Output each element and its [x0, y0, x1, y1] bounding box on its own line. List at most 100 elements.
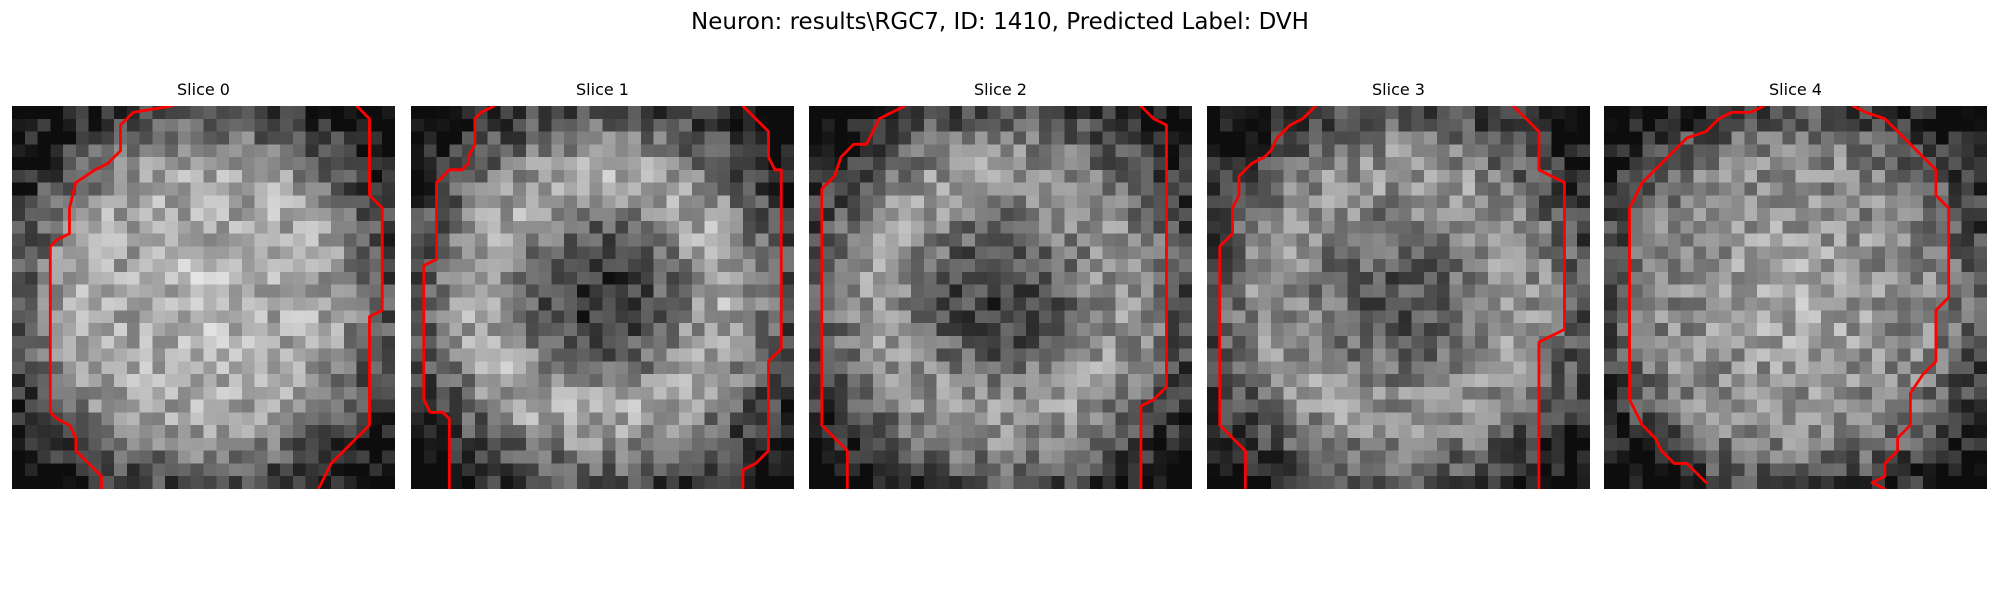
image-pixel — [1360, 169, 1374, 183]
image-pixel — [318, 310, 332, 324]
image-pixel — [462, 106, 476, 120]
image-pixel — [382, 425, 395, 439]
image-pixel — [1258, 169, 1272, 183]
image-pixel — [885, 412, 899, 426]
image-pixel — [1769, 310, 1783, 324]
image-pixel — [949, 118, 963, 132]
image-pixel — [1910, 425, 1924, 439]
image-pixel — [139, 246, 153, 260]
image-pixel — [50, 271, 64, 285]
image-pixel — [318, 259, 332, 273]
image-pixel — [1513, 437, 1527, 451]
image-pixel — [911, 323, 925, 337]
image-pixel — [1935, 220, 1949, 234]
image-pixel — [551, 118, 565, 132]
image-pixel — [369, 246, 383, 260]
image-pixel — [177, 182, 191, 196]
image-pixel — [462, 348, 476, 362]
image-pixel — [1538, 169, 1552, 183]
image-pixel — [411, 144, 425, 158]
image-pixel — [216, 297, 230, 311]
image-pixel — [318, 450, 332, 464]
image-pixel — [717, 208, 731, 222]
image-pixel — [487, 437, 501, 451]
contour-left — [820, 106, 907, 489]
image-pixel — [1513, 182, 1527, 196]
image-pixel — [898, 399, 912, 413]
image-pixel — [1166, 361, 1180, 375]
image-pixel — [254, 144, 268, 158]
image-pixel — [24, 412, 38, 426]
image-pixel — [177, 169, 191, 183]
image-pixel — [1974, 297, 1987, 311]
image-pixel — [229, 131, 243, 145]
image-pixel — [1309, 323, 1323, 337]
image-pixel — [538, 169, 552, 183]
image-pixel — [487, 361, 501, 375]
image-pixel — [1731, 297, 1745, 311]
image-pixel — [1013, 157, 1027, 171]
image-pixel — [1321, 412, 1335, 426]
image-pixel — [203, 310, 217, 324]
image-pixel — [50, 437, 64, 451]
image-pixel — [1551, 195, 1565, 209]
image-pixel — [1564, 412, 1578, 426]
image-pixel — [987, 208, 1001, 222]
image-pixel — [318, 297, 332, 311]
image-pixel — [152, 297, 166, 311]
image-pixel — [152, 361, 166, 375]
image-pixel — [114, 310, 128, 324]
image-pixel — [1166, 259, 1180, 273]
image-pixel — [487, 374, 501, 388]
image-pixel — [653, 169, 667, 183]
image-pixel — [305, 118, 319, 132]
image-pixel — [411, 208, 425, 222]
image-pixel — [1769, 106, 1783, 120]
image-pixel — [241, 335, 255, 349]
image-pixel — [1436, 246, 1450, 260]
image-pixel — [1833, 374, 1847, 388]
image-pixel — [704, 348, 718, 362]
image-pixel — [1846, 374, 1860, 388]
image-pixel — [755, 386, 769, 400]
image-pixel — [602, 195, 616, 209]
image-pixel — [1577, 399, 1590, 413]
image-pixel — [1564, 144, 1578, 158]
image-pixel — [1680, 374, 1694, 388]
image-pixel — [1038, 476, 1052, 489]
image-pixel — [1411, 131, 1425, 145]
image-pixel — [254, 131, 268, 145]
image-pixel — [177, 208, 191, 222]
image-pixel — [589, 463, 603, 477]
image-pixel — [653, 463, 667, 477]
image-pixel — [1513, 399, 1527, 413]
image-pixel — [717, 361, 731, 375]
image-pixel — [126, 233, 140, 247]
image-pixel — [331, 131, 345, 145]
image-pixel — [1487, 425, 1501, 439]
image-pixel — [1808, 220, 1822, 234]
image-pixel — [691, 412, 705, 426]
image-pixel — [911, 399, 925, 413]
image-pixel — [885, 220, 899, 234]
image-pixel — [1398, 118, 1412, 132]
image-pixel — [1475, 246, 1489, 260]
image-pixel — [101, 131, 115, 145]
image-pixel — [691, 476, 705, 489]
image-pixel — [781, 425, 794, 439]
image-pixel — [1859, 157, 1873, 171]
image-pixel — [1372, 169, 1386, 183]
image-pixel — [653, 131, 667, 145]
image-pixel — [1089, 208, 1103, 222]
image-pixel — [241, 182, 255, 196]
image-pixel — [24, 169, 38, 183]
image-pixel — [318, 335, 332, 349]
image-pixel — [1232, 297, 1246, 311]
image-pixel — [139, 259, 153, 273]
image-pixel — [254, 374, 268, 388]
image-pixel — [411, 361, 425, 375]
image-pixel — [1026, 463, 1040, 477]
image-pixel — [717, 182, 731, 196]
image-pixel — [382, 220, 395, 234]
image-pixel — [1449, 118, 1463, 132]
